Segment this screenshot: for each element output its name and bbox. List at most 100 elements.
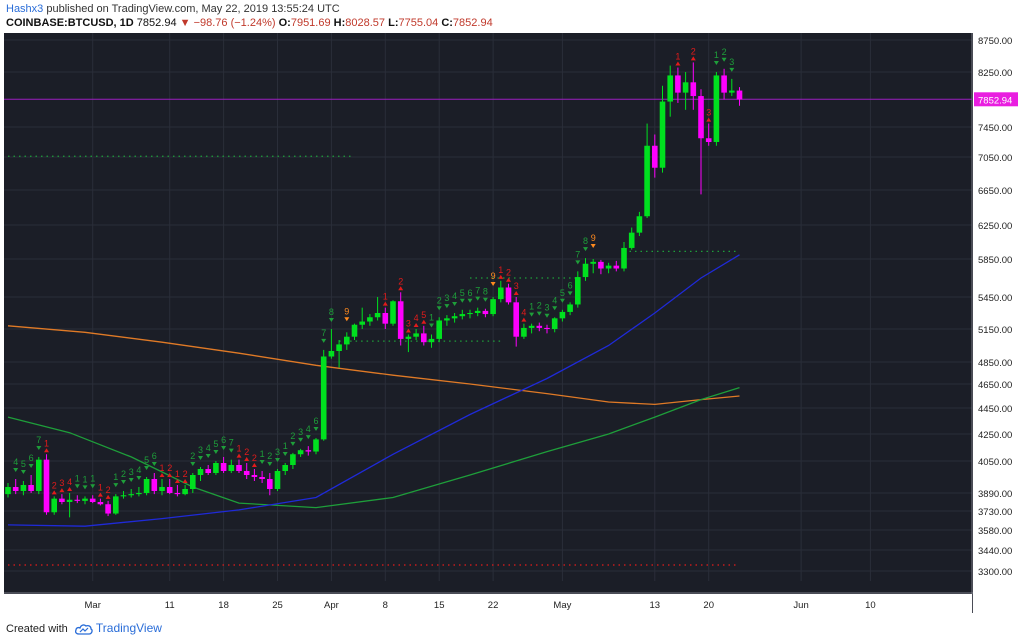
td-count-label: 3 [729, 57, 734, 67]
candle-body [551, 318, 558, 329]
candle-body [405, 336, 412, 339]
candle-body [521, 327, 527, 337]
td-count-label: 4 [552, 295, 557, 305]
td-arrow-icon [567, 291, 573, 296]
td-arrow-icon [128, 478, 134, 482]
close-label: C: [441, 17, 453, 29]
last-price-badge [974, 92, 1018, 107]
tradingview-brand[interactable]: TradingView [95, 621, 162, 635]
candle-body [536, 325, 543, 328]
price-tick-label: 5850.00 [978, 255, 1012, 266]
td-arrow-icon [429, 323, 434, 328]
td-count-label: 2 [506, 268, 511, 278]
td-count-label: 9 [491, 271, 496, 281]
td-arrow-icon [298, 437, 304, 442]
close-value: 7852.94 [452, 17, 493, 29]
candle-body [705, 138, 712, 142]
candle-body [613, 265, 620, 269]
candle-body [667, 75, 673, 102]
td-arrow-icon [198, 456, 203, 460]
price-tick-label: 6250.00 [978, 221, 1012, 232]
candle-body [721, 75, 727, 93]
time-tick-label: Mar [85, 600, 101, 611]
td-count-label: 5 [421, 310, 426, 320]
td-arrow-icon [151, 462, 157, 466]
td-arrow-icon [228, 448, 234, 453]
td-count-label: 8 [483, 287, 488, 297]
candle-body [652, 145, 658, 168]
td-count-label: 9 [344, 306, 349, 316]
td-count-label: 2 [691, 46, 696, 56]
td-arrow-icon [536, 311, 542, 316]
candle-body [675, 75, 681, 93]
candle-body [143, 479, 150, 493]
candle-body [182, 489, 188, 495]
candle-body [74, 499, 81, 501]
candle-body [320, 356, 327, 440]
candle-body [575, 277, 581, 305]
price-axis-background [973, 33, 1020, 613]
td-arrow-icon [328, 318, 334, 322]
td-count-label: 3 [298, 427, 303, 437]
td-count-label: 1 [113, 472, 118, 482]
td-arrow-icon [475, 296, 481, 301]
td-count-label: 6 [152, 451, 157, 461]
candle-body [305, 450, 312, 452]
price-tick-label: 4850.00 [978, 358, 1012, 369]
td-arrow-icon [136, 476, 142, 480]
td-arrow-icon [344, 317, 350, 322]
td-count-label: 4 [452, 291, 457, 301]
td-arrow-icon [467, 298, 473, 303]
price-chart[interactable]: 4 567 12 3 4 1 1 11 21 2 3 45 61 21 223 4 5 6 71 22 1 2 312 3 46… [4, 33, 1020, 613]
td-arrow-icon [413, 323, 419, 327]
td-count-label: 6 [221, 435, 226, 445]
td-arrow-icon [690, 56, 696, 61]
td-count-label: 1 [529, 302, 534, 312]
candle-body [351, 324, 358, 337]
td-count-label: 5 [213, 439, 218, 449]
td-count-label: 5 [21, 459, 26, 469]
candle-body [120, 495, 127, 497]
price-tick-label: 4050.00 [978, 457, 1012, 468]
td-count-label: 1 [44, 438, 49, 448]
footer: Created with TradingView [0, 614, 1024, 640]
candle-body [713, 75, 720, 142]
price-tick-label: 3440.00 [978, 546, 1012, 557]
price-tick-label: 3300.00 [978, 567, 1012, 578]
td-arrow-icon [275, 458, 280, 462]
td-arrow-icon [182, 479, 188, 483]
candle-body [567, 304, 573, 312]
td-arrow-icon [713, 61, 719, 65]
td-count-label: 6 [313, 416, 318, 426]
candle-body [190, 475, 196, 489]
author-link[interactable]: Hashx3 [6, 3, 44, 15]
candle-body [397, 301, 404, 339]
td-count-label: 7 [575, 249, 580, 259]
candle-body [729, 90, 735, 93]
candle-body [590, 261, 596, 264]
price-tick-label: 4650.00 [978, 380, 1012, 391]
td-arrow-icon [706, 117, 712, 122]
time-tick-label: 22 [488, 600, 499, 611]
candle-body [490, 299, 496, 315]
candle-body [374, 313, 381, 318]
td-count-label: 2 [290, 431, 295, 441]
td-count-label: 1 [675, 52, 680, 62]
open-value: 7951.69 [290, 17, 331, 29]
td-count-label: 3 [406, 319, 411, 329]
price-tick-label: 8750.00 [978, 36, 1012, 47]
td-count-label: 7 [229, 438, 234, 448]
td-arrow-icon [321, 338, 327, 343]
td-arrow-icon [405, 328, 411, 333]
price-tick-label: 7050.00 [978, 153, 1012, 164]
time-tick-label: 8 [383, 600, 388, 611]
candle-body [559, 311, 566, 319]
candle-body [628, 232, 635, 248]
td-count-label: 7 [36, 435, 41, 445]
publish-text: published on TradingView.com, May 22, 20… [46, 3, 340, 15]
td-count-label: 2 [52, 480, 57, 490]
candle-body [51, 498, 57, 513]
open-label: O: [278, 17, 291, 29]
td-count-label: 4 [13, 457, 18, 467]
